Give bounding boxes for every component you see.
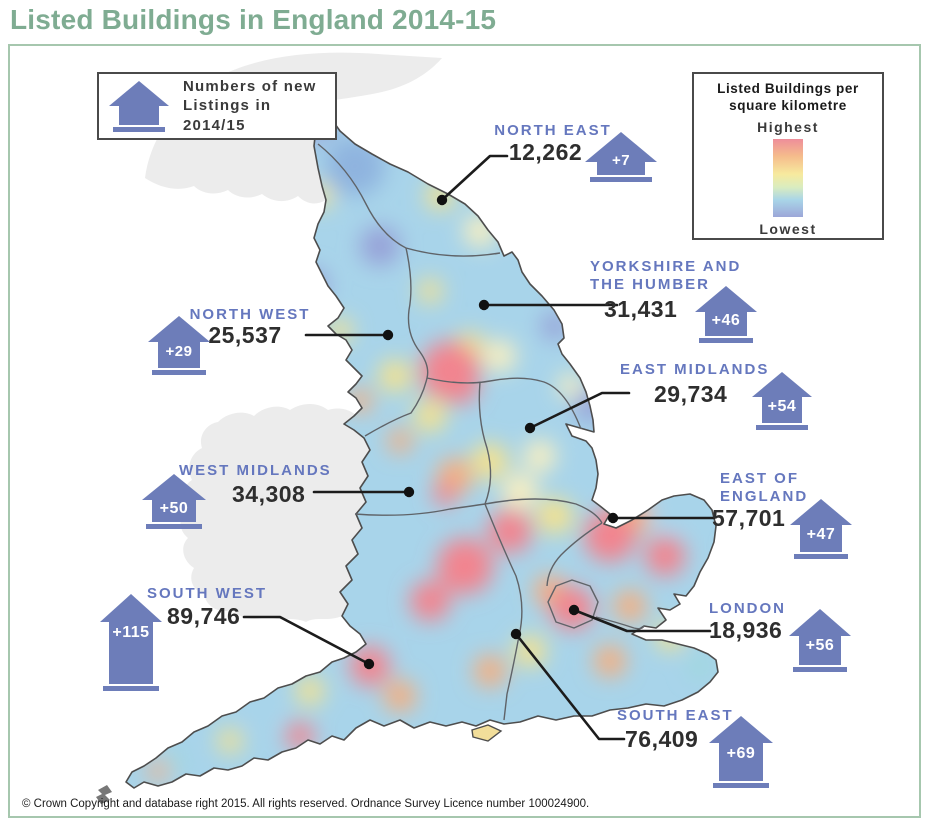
- house-icon: [109, 80, 169, 132]
- house-icon-yorkshire: +46: [695, 286, 757, 343]
- change-north-east: +7: [611, 152, 631, 169]
- density-gradient-bar: [773, 138, 803, 217]
- england-heatmap: [96, 52, 719, 804]
- house-icon-east-midlands: +54: [752, 372, 812, 430]
- region-name-south-east: SOUTH EAST: [617, 707, 734, 724]
- change-yorkshire: +46: [711, 312, 741, 329]
- house-icon-north-east: +7: [585, 132, 657, 182]
- change-east-of-england: +47: [806, 526, 836, 543]
- isle-of-wight: [471, 724, 503, 742]
- leader-lines: [242, 154, 716, 741]
- house-icon-north-west: +29: [148, 316, 210, 375]
- region-value-north-east: 12,262: [508, 139, 583, 165]
- change-south-west: +115: [112, 624, 150, 641]
- region-value-south-west: 89,746: [167, 603, 241, 629]
- region-name-north-west: NORTH WEST: [189, 306, 311, 323]
- legend-lowest-label: Lowest: [759, 220, 817, 237]
- house-icon-london: +56: [789, 609, 851, 672]
- region-name-london: LONDON: [709, 600, 786, 617]
- london-boundary: [547, 579, 599, 629]
- leader-dots: [363, 194, 619, 670]
- region-name-yorkshire: YORKSHIRE AND THE HUMBER: [590, 258, 742, 293]
- legend-density-title: Listed Buildings per square kilometre: [717, 81, 859, 113]
- region-value-east-midlands: 29,734: [654, 381, 728, 407]
- legend-highest-label: Highest: [757, 118, 819, 135]
- region-name-south-west: SOUTH WEST: [147, 585, 267, 602]
- england-coastline: [125, 103, 719, 789]
- change-east-midlands: +54: [767, 398, 797, 415]
- region-value-north-west: 25,537: [208, 322, 282, 348]
- page-title: Listed Buildings in England 2014-15: [10, 4, 497, 35]
- house-icon-south-east: +69: [709, 716, 773, 788]
- house-icon-south-west: +115: [100, 594, 162, 691]
- region-name-west-midlands: WEST MIDLANDS: [179, 462, 332, 479]
- house-icon-west-midlands: +50: [142, 474, 206, 529]
- region-value-south-east: 76,409: [625, 726, 699, 752]
- legend-density: Listed Buildings per square kilometre Hi…: [692, 72, 884, 240]
- change-west-midlands: +50: [159, 500, 189, 517]
- region-value-east-of-england: 57,701: [712, 505, 786, 531]
- region-name-east-of-england: EAST OF ENGLAND: [720, 470, 809, 505]
- region-name-east-midlands: EAST MIDLANDS: [620, 361, 770, 378]
- scilly-isles-mark: [96, 785, 112, 804]
- region-value-west-midlands: 34,308: [232, 481, 306, 507]
- house-icon-east-of-england: +47: [790, 499, 852, 559]
- region-value-london: 18,936: [709, 617, 783, 643]
- legend-new-listings-label: Numbers of new Listings in 2014/15: [183, 77, 317, 134]
- wales-silhouette: [180, 404, 370, 622]
- region-name-north-east: NORTH EAST: [494, 122, 612, 139]
- region-boundaries: [317, 143, 645, 721]
- legend-new-listings: Numbers of new Listings in 2014/15: [97, 72, 337, 140]
- copyright-notice: © Crown Copyright and database right 201…: [22, 798, 590, 810]
- change-south-east: +69: [726, 745, 756, 762]
- map-panel: Numbers of new Listings in 2014/15 Liste…: [8, 44, 921, 818]
- region-value-yorkshire: 31,431: [604, 296, 678, 322]
- change-north-west: +29: [165, 343, 193, 360]
- change-london: +56: [805, 637, 835, 654]
